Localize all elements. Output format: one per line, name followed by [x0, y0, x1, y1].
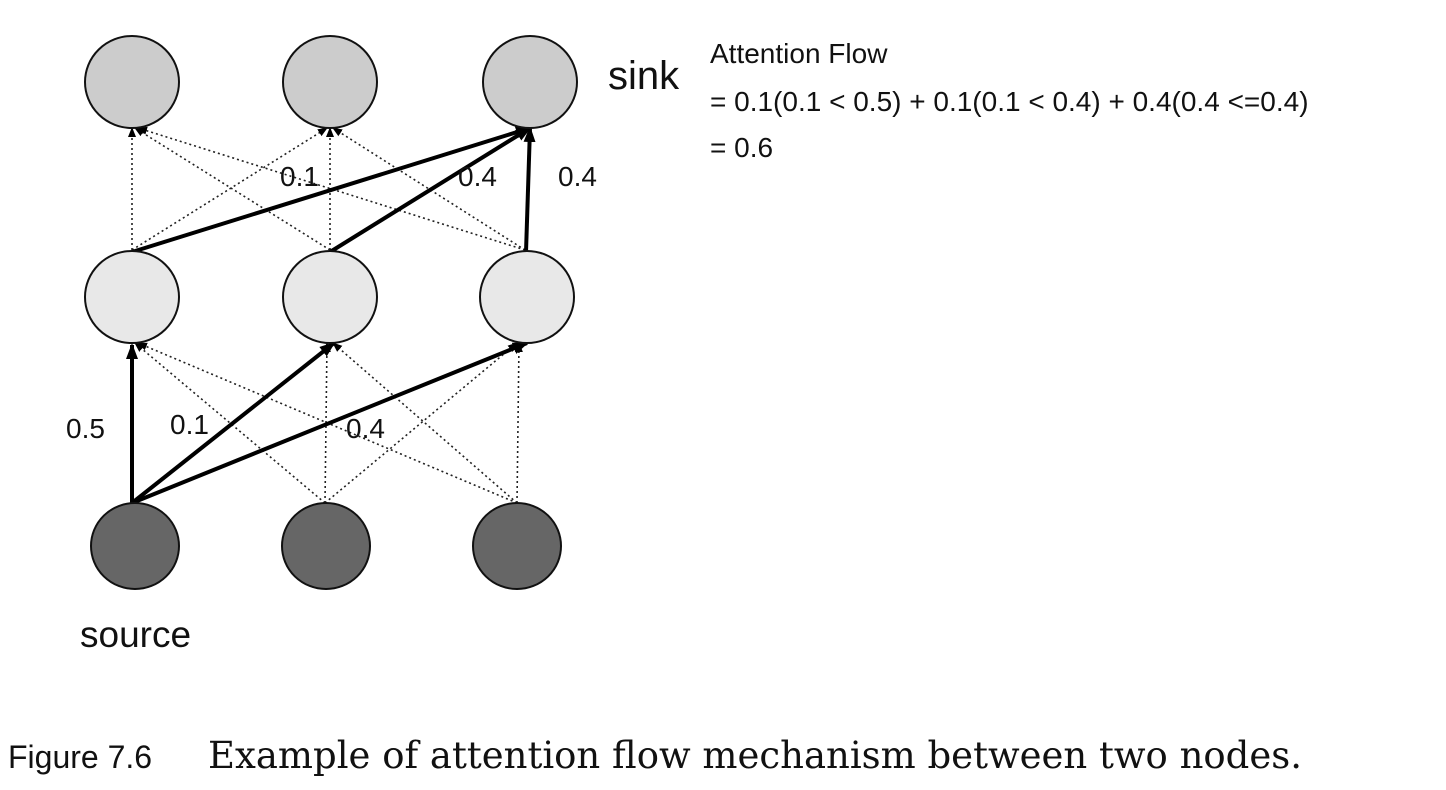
edge-h2-t1: [134, 127, 331, 251]
sink-node-2: [282, 35, 378, 129]
bold-edge-h3-t3: [523, 126, 536, 253]
caption-text: Example of attention flow mechanism betw…: [208, 734, 1302, 777]
source-layer: [90, 502, 562, 590]
edge-s3-h3: [514, 342, 523, 504]
sink-layer: [84, 35, 578, 129]
formula-line-1: = 0.1(0.1 < 0.5) + 0.1(0.1 < 0.4) + 0.4(…: [710, 86, 1309, 117]
formula-title: Attention Flow: [710, 38, 888, 69]
hidden-node-3: [479, 250, 575, 344]
formula-line-2: = 0.6: [710, 132, 773, 163]
bold-edge-s1-h3: [131, 341, 529, 505]
edge-label-upper-a: 0.1: [280, 161, 319, 192]
formula-block: Attention Flow = 0.1(0.1 < 0.5) + 0.1(0.…: [710, 38, 1309, 163]
edge-label-upper-c: 0.4: [558, 161, 597, 192]
bold-edge-h2-t3: [328, 126, 532, 254]
source-node-2: [281, 502, 371, 590]
edge-s2-h1: [134, 342, 326, 504]
sink-node-1: [84, 35, 180, 129]
caption-label: Figure 7.6: [8, 739, 152, 775]
edge-label-lower-c: 0.4: [346, 413, 385, 444]
edge-label-lower-a: 0.5: [66, 413, 105, 444]
figure-caption: Figure 7.6 Example of attention flow mec…: [8, 734, 1302, 777]
edge-label-upper-b: 0.4: [458, 161, 497, 192]
hidden-layer: [84, 250, 575, 344]
dotted-edges-upper: [128, 126, 526, 251]
edge-h1-t2: [131, 127, 328, 251]
hidden-node-1: [84, 250, 180, 344]
sink-label: sink: [608, 54, 680, 98]
bold-edges: [126, 126, 536, 505]
source-label: source: [80, 614, 191, 655]
bold-edge-h1-t3: [131, 126, 532, 254]
source-node-1: [90, 502, 180, 590]
source-node-3: [472, 502, 562, 590]
hidden-node-2: [282, 250, 378, 344]
edge-s2-h3: [324, 342, 518, 504]
sink-node-3: [482, 35, 578, 129]
bold-edge-s1-h2: [130, 341, 336, 505]
edge-label-lower-b: 0.1: [170, 409, 209, 440]
edge-s3-h2: [332, 342, 518, 504]
